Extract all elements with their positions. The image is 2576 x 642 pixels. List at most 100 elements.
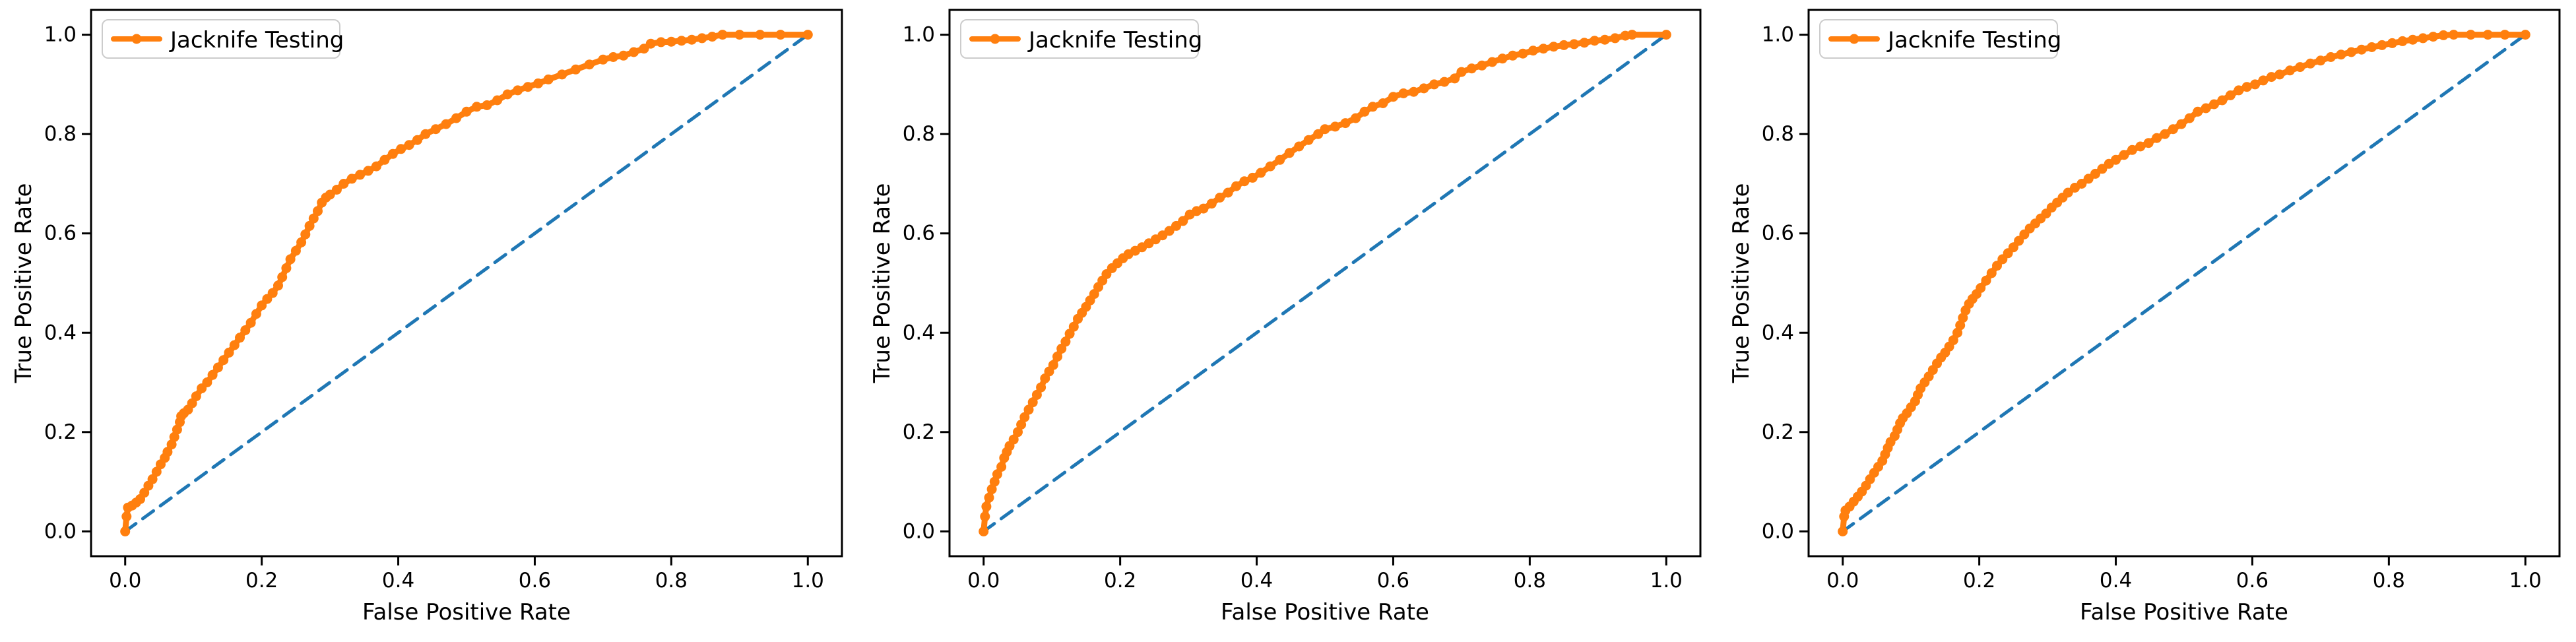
data-point-marker	[1048, 360, 1059, 370]
data-point-marker	[1549, 42, 1559, 52]
data-point-marker	[2201, 103, 2211, 113]
data-point-marker	[2428, 32, 2438, 42]
roc-panel-1: 0.0 0.2 0.4 0.6 0.8 1.0 0.0 0.2 0.4 0.6 0.8 1.0 Fals…	[0, 0, 858, 642]
data-point-marker	[471, 102, 482, 112]
chance-line	[982, 33, 1669, 533]
x-tick-label: 0.6	[2236, 569, 2268, 593]
data-point-marker	[304, 220, 315, 231]
legend-box	[1819, 19, 2058, 59]
chance-line	[123, 33, 810, 533]
data-point-marker	[2295, 62, 2305, 73]
data-point-marker	[346, 174, 357, 184]
data-point-marker	[2176, 119, 2187, 129]
data-point-marker	[1304, 135, 1314, 145]
data-point-marker	[1661, 30, 1672, 40]
data-point-marker	[2110, 154, 2121, 165]
data-point-marker	[2076, 179, 2086, 189]
data-point-marker	[441, 119, 451, 129]
y-tick-label: 1.0	[903, 23, 935, 47]
data-point-marker	[1069, 321, 1079, 332]
data-point-marker	[1178, 216, 1188, 226]
data-point-marker	[628, 47, 639, 57]
data-point-marker	[1223, 187, 1233, 198]
data-point-marker	[2008, 242, 2018, 253]
data-point-marker	[2168, 124, 2178, 135]
legend: Jacknife Testing	[101, 19, 344, 59]
data-point-marker	[1467, 63, 1477, 74]
data-point-marker	[191, 391, 201, 402]
data-point-marker	[2097, 164, 2108, 174]
data-point-marker	[461, 106, 472, 117]
data-point-marker	[1266, 161, 1276, 172]
axes-spines	[948, 9, 1702, 558]
legend-marker-sample	[131, 34, 142, 44]
data-point-marker	[1590, 36, 1600, 46]
data-point-marker	[2127, 144, 2137, 155]
data-point-marker	[2266, 72, 2276, 82]
data-point-marker	[1285, 148, 1295, 158]
data-point-marker	[331, 185, 342, 195]
data-point-marker	[207, 369, 218, 380]
data-point-marker	[557, 69, 567, 80]
data-point-marker	[355, 170, 366, 180]
data-point-marker	[666, 36, 676, 47]
data-point-marker	[1171, 220, 1182, 231]
data-point-marker	[379, 154, 390, 165]
data-point-marker	[2284, 65, 2295, 76]
x-tick-label: 0.0	[109, 569, 141, 593]
data-point-marker	[2090, 168, 2100, 179]
data-point-marker	[686, 34, 697, 45]
axes-spines	[1807, 9, 2561, 558]
data-point-marker	[1528, 46, 1539, 56]
data-point-marker	[1215, 193, 1225, 203]
data-point-marker	[2233, 85, 2243, 96]
data-point-marker	[1313, 129, 1324, 139]
data-point-marker	[502, 89, 513, 100]
data-point-marker	[802, 30, 813, 40]
data-point-marker	[281, 263, 292, 273]
data-point-marker	[1508, 50, 1518, 61]
data-point-marker	[1487, 57, 1498, 67]
data-point-marker	[1952, 327, 1962, 338]
data-point-marker	[2208, 99, 2219, 110]
data-point-marker	[151, 466, 162, 477]
data-point-marker	[396, 144, 406, 154]
data-point-marker	[420, 129, 431, 139]
y-tick-label: 0.6	[903, 222, 935, 245]
data-point-marker	[1359, 106, 1370, 117]
data-point-marker	[1569, 39, 1580, 49]
x-tick-label: 0.8	[655, 569, 688, 593]
data-point-marker	[2143, 138, 2154, 148]
data-point-marker	[1340, 118, 1351, 129]
data-point-marker	[2336, 49, 2346, 60]
data-point-marker	[285, 254, 296, 265]
data-point-marker	[2346, 47, 2356, 57]
roc-chart-svg-3: 0.0 0.2 0.4 0.6 0.8 1.0 0.0 0.2 0.4 0.6 0.8 1.0 Fals…	[1728, 9, 2561, 626]
data-point-marker	[1429, 79, 1440, 90]
data-point-marker	[2225, 90, 2236, 100]
x-tick-label: 0.0	[967, 569, 1000, 593]
x-tick-label: 0.2	[1963, 569, 1995, 593]
data-point-marker	[1610, 33, 1621, 44]
data-point-marker	[2356, 44, 2367, 55]
data-point-marker	[1275, 154, 1285, 165]
data-point-marker	[2377, 40, 2387, 50]
y-tick-label: 0.2	[1761, 420, 1793, 444]
data-point-marker	[1019, 412, 1030, 422]
y-tick-label: 0.6	[44, 222, 77, 245]
data-point-marker	[996, 462, 1007, 472]
x-tick-label: 0.2	[245, 569, 278, 593]
data-point-marker	[312, 206, 323, 216]
roc-curve-markers	[1837, 30, 2530, 536]
data-point-marker	[430, 124, 441, 135]
data-point-marker	[1028, 397, 1039, 408]
data-point-marker	[1981, 275, 1991, 286]
y-tick-label: 0.6	[1761, 222, 1793, 245]
data-point-marker	[363, 166, 373, 176]
y-axis-label: True Positive Rate	[11, 183, 37, 384]
data-point-marker	[697, 33, 707, 44]
roc-curve-markers	[120, 30, 813, 536]
data-point-marker	[2151, 133, 2162, 143]
data-point-marker	[1023, 404, 1034, 415]
data-point-marker	[2184, 113, 2195, 123]
